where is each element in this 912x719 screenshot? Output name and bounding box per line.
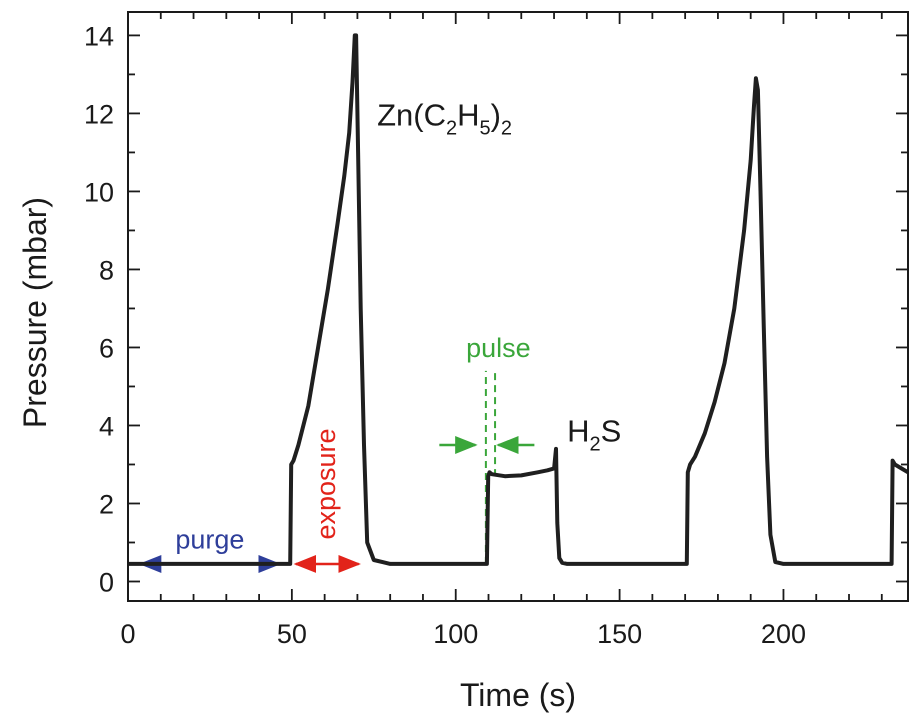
h2s-close: S <box>601 413 622 448</box>
x-tick-label: 200 <box>761 619 806 649</box>
x-tick-label: 100 <box>433 619 478 649</box>
zn-mid: H <box>457 97 479 132</box>
zinc-diethyl-label: Zn(C2H5)2 <box>377 97 512 139</box>
y-tick-label: 10 <box>84 177 114 207</box>
x-tick-label: 150 <box>597 619 642 649</box>
plot-frame <box>127 11 909 602</box>
purge-label: purge <box>175 525 244 555</box>
y-tick-label: 8 <box>99 255 114 285</box>
zn-sub1: 2 <box>446 117 457 139</box>
y-tick-label: 6 <box>99 333 114 363</box>
pulse-label: pulse <box>466 333 531 363</box>
y-tick-label: 2 <box>99 489 114 519</box>
y-tick-label: 12 <box>84 99 114 129</box>
y-tick-label: 14 <box>84 21 114 51</box>
zn-close: ) <box>491 97 501 132</box>
hydrogen-sulfide-label: H2S <box>567 413 621 455</box>
tick-labels: 0 50 100 150 200 0 2 4 6 8 10 12 14 <box>84 21 806 649</box>
y-tick-label: 4 <box>99 411 114 441</box>
zn-main: Zn(C <box>377 97 446 132</box>
y-axis-title: Pressure (mbar) <box>17 197 53 428</box>
y-tick-label: 0 <box>99 567 114 597</box>
exposure-label: exposure <box>311 428 341 539</box>
x-tick-label: 50 <box>277 619 307 649</box>
x-axis-title: Time (s) <box>460 677 576 713</box>
zn-sub3: 2 <box>501 117 512 139</box>
annotations: purge exposure pulse Zn(C2H5)2 H2S <box>138 97 621 573</box>
pressure-series-line <box>129 33 907 566</box>
h2s-sub1: 2 <box>590 433 601 455</box>
zn-sub2: 5 <box>479 117 490 139</box>
axis-ticks <box>127 12 908 601</box>
h2s-main: H <box>567 413 589 448</box>
x-tick-label: 0 <box>120 619 135 649</box>
